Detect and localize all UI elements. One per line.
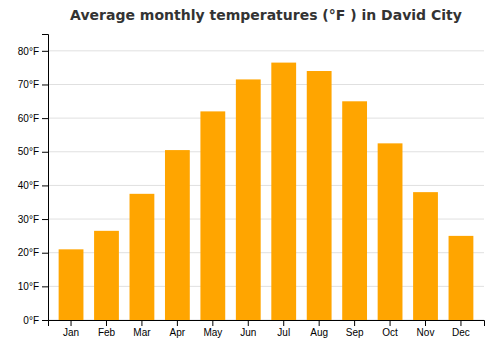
bar	[165, 150, 190, 320]
bar	[342, 101, 367, 320]
tick: Sep	[346, 320, 364, 338]
bar	[378, 143, 403, 320]
grid-line	[48, 84, 484, 85]
x-axis: Jan Feb Mar Apr May Jun Jul Aug Sep Oct Nov Dec	[49, 320, 485, 338]
bar	[59, 249, 84, 320]
grid-line	[48, 151, 484, 152]
bar	[413, 192, 438, 320]
tick-label: 50°F	[18, 146, 39, 157]
tick: Apr	[170, 320, 186, 338]
grid-line	[48, 118, 484, 119]
chart: 0°F 10°F 20°F 30°F 40°F 50°F 60°F 70°F 80°F Jan Fe…	[0, 0, 500, 350]
tick-label: Apr	[170, 327, 186, 338]
tick-label: Jun	[240, 327, 256, 338]
y-axis: 0°F 10°F 20°F 30°F 40°F 50°F 60°F 70°F 80°F	[18, 35, 49, 326]
tick-mark	[141, 320, 142, 326]
tick: Aug	[310, 320, 328, 338]
tick: Dec	[452, 320, 470, 338]
tick-label: 20°F	[18, 247, 39, 258]
title: Average monthly temperatures (°F ) in Da…	[70, 7, 462, 23]
tick-mark	[42, 253, 48, 254]
axis-line	[42, 35, 49, 321]
tick: 60°F	[18, 113, 48, 124]
bar	[130, 194, 155, 320]
tick: 10°F	[18, 281, 48, 292]
tick: 80°F	[18, 46, 48, 57]
tick-mark	[390, 320, 391, 326]
bar	[94, 231, 119, 320]
grid	[48, 51, 484, 320]
tick: 70°F	[18, 79, 48, 90]
tick: May	[203, 320, 222, 338]
tick-mark	[248, 320, 249, 326]
tick-label: Feb	[98, 327, 116, 338]
tick-label: 70°F	[18, 79, 39, 90]
tick-mark	[460, 320, 461, 326]
tick: 20°F	[18, 247, 48, 258]
tick-mark	[42, 320, 48, 321]
tick-label: 30°F	[18, 214, 39, 225]
bar	[236, 79, 261, 320]
tick-label: Mar	[133, 327, 151, 338]
tick-mark	[283, 320, 284, 326]
tick-label: 10°F	[18, 281, 39, 292]
tick-label: 40°F	[18, 180, 39, 191]
tick-label: 60°F	[18, 113, 39, 124]
tick-mark	[354, 320, 355, 326]
bar	[271, 63, 296, 320]
tick: Jul	[277, 320, 290, 338]
tick: 30°F	[18, 214, 48, 225]
tick-mark	[425, 320, 426, 326]
tick: Feb	[98, 320, 116, 338]
tick-mark	[42, 286, 48, 287]
tick-mark	[319, 320, 320, 326]
tick-label: Jul	[277, 327, 290, 338]
tick: Jan	[63, 320, 79, 338]
tick-label: Aug	[310, 327, 328, 338]
tick: Nov	[417, 320, 435, 338]
tick-label: Nov	[417, 327, 435, 338]
bar	[200, 111, 225, 320]
tick-mark	[42, 84, 48, 85]
tick-mark	[71, 320, 72, 326]
bar	[307, 71, 332, 320]
tick-label: Oct	[382, 327, 398, 338]
bar	[449, 236, 474, 320]
tick-label: 80°F	[18, 46, 39, 57]
plot-area: 0°F 10°F 20°F 30°F 40°F 50°F 60°F 70°F 80°F Jan Fe…	[18, 35, 485, 339]
tick-label: 0°F	[23, 315, 39, 326]
tick: 50°F	[18, 146, 48, 157]
tick: Mar	[133, 320, 151, 338]
marks	[59, 63, 474, 320]
tick-mark	[212, 320, 213, 326]
tick-mark	[106, 320, 107, 326]
tick-mark	[42, 118, 48, 119]
tick-mark	[42, 51, 48, 52]
tick-label: Sep	[346, 327, 364, 338]
tick-label: Jan	[63, 327, 79, 338]
tick-label: Dec	[452, 327, 470, 338]
tick: Jun	[240, 320, 256, 338]
tick-mark	[42, 152, 48, 153]
tick-mark	[42, 185, 48, 186]
tick: 40°F	[18, 180, 48, 191]
tick: 0°F	[23, 315, 48, 326]
axis-line	[49, 321, 485, 327]
tick-mark	[177, 320, 178, 326]
tick-mark	[42, 219, 48, 220]
tick: Oct	[382, 320, 398, 338]
grid-line	[48, 50, 484, 51]
grid-line	[48, 185, 484, 186]
tick-label: May	[203, 327, 222, 338]
